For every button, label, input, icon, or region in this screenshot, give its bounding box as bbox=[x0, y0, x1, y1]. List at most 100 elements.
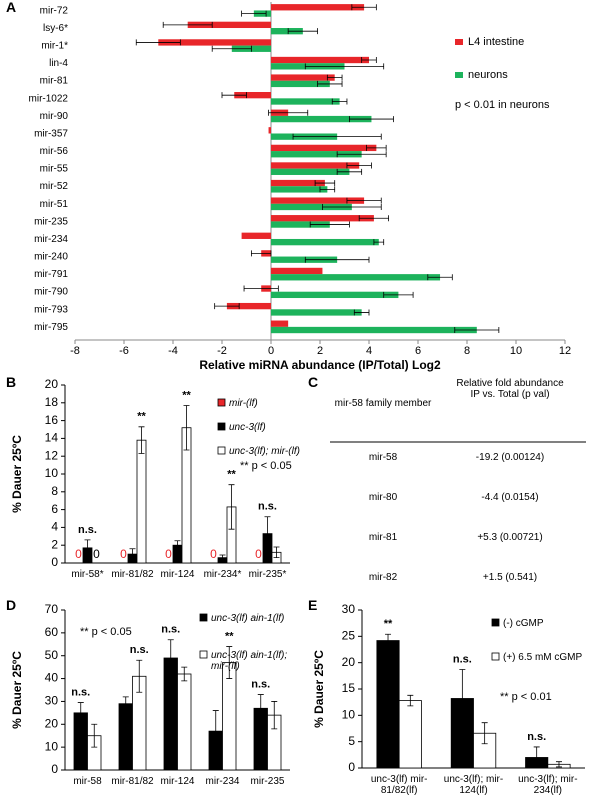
bar bbox=[271, 326, 477, 334]
y-tick-label: 0 bbox=[51, 555, 58, 569]
legend-swatch bbox=[199, 613, 208, 622]
bar bbox=[271, 74, 335, 81]
y-tick-label: 10 bbox=[45, 739, 59, 753]
legend-swatch bbox=[455, 72, 463, 78]
significance-label: ** bbox=[384, 618, 393, 630]
error-bar bbox=[241, 10, 267, 17]
bar bbox=[271, 144, 377, 152]
value-label: 0 bbox=[75, 547, 82, 561]
y-axis-label: % Dauer 25ºC bbox=[312, 650, 326, 728]
legend-swatch bbox=[491, 652, 500, 661]
error-bar bbox=[349, 116, 394, 123]
x-tick-label: 8 bbox=[464, 345, 470, 357]
x-tick-label: -8 bbox=[70, 345, 80, 357]
bar bbox=[398, 700, 422, 769]
category-label: mir-240 bbox=[34, 252, 68, 263]
significance-label: n.s. bbox=[453, 653, 472, 665]
error-bar bbox=[138, 426, 145, 454]
category-label: unc-3(lf); mir-124(lf) bbox=[443, 774, 504, 796]
error-bar bbox=[122, 696, 129, 711]
significance-label: n.s. bbox=[78, 524, 97, 536]
significance-label: ** bbox=[137, 411, 146, 423]
y-tick-label: 6 bbox=[51, 502, 58, 516]
bar bbox=[271, 56, 369, 64]
y-tick-label: 50 bbox=[45, 648, 59, 662]
category-label: mir-58 bbox=[73, 776, 102, 787]
table-cell: +5.3 (0.00721) bbox=[477, 532, 543, 543]
error-bar bbox=[319, 186, 336, 193]
error-bar bbox=[309, 221, 350, 228]
table-cell: mir-82 bbox=[368, 572, 398, 583]
significance-label: n.s. bbox=[258, 501, 277, 513]
bar bbox=[268, 127, 271, 134]
x-tick-label: 6 bbox=[415, 345, 421, 357]
legend-label: neurons bbox=[468, 69, 508, 81]
bar bbox=[271, 28, 303, 35]
error-bar bbox=[287, 28, 318, 35]
y-tick-label: 20 bbox=[342, 655, 356, 669]
legend-label: L4 intestine bbox=[468, 36, 524, 48]
error-bar bbox=[136, 659, 143, 693]
y-tick-label: 25 bbox=[342, 629, 356, 643]
y-tick-label: 0 bbox=[348, 760, 355, 774]
error-bar bbox=[162, 21, 213, 28]
y-tick-label: 18 bbox=[45, 395, 59, 409]
bar bbox=[271, 4, 365, 11]
table-cell: -19.2 (0.00124) bbox=[475, 452, 545, 463]
x-tick-label: 4 bbox=[366, 345, 372, 357]
error-bar bbox=[183, 405, 190, 451]
bar bbox=[271, 151, 362, 158]
legend-swatch bbox=[217, 446, 226, 455]
legend-label: (-) cGMP bbox=[503, 618, 544, 629]
category-label: mir-234* bbox=[203, 569, 242, 580]
legend-label: unc-3(lf) bbox=[229, 422, 266, 433]
error-bar bbox=[264, 516, 271, 551]
category-label: mir-235 bbox=[250, 776, 285, 787]
category-label: mir-234 bbox=[205, 776, 240, 787]
error-bar bbox=[555, 761, 562, 768]
category-label: mir-81/82 bbox=[111, 776, 154, 787]
category-label: mir-124 bbox=[160, 569, 195, 580]
error-bar bbox=[292, 133, 382, 140]
annotation: ** p < 0.01 bbox=[500, 691, 552, 703]
error-bar bbox=[135, 39, 181, 46]
x-tick-label: 10 bbox=[510, 345, 522, 357]
legend-swatch bbox=[199, 650, 208, 659]
error-bar bbox=[212, 710, 219, 753]
y-axis-label: % Dauer 25ºC bbox=[10, 435, 24, 513]
bar bbox=[136, 439, 147, 564]
error-bar bbox=[243, 285, 279, 292]
error-bar bbox=[304, 256, 370, 263]
bar bbox=[271, 179, 325, 187]
significance-label: n.s. bbox=[130, 644, 149, 656]
bar bbox=[271, 115, 372, 123]
table-header: Relative fold abundance IP vs. Total (p … bbox=[456, 378, 564, 400]
y-tick-label: 10 bbox=[342, 708, 356, 722]
annotation: ** p < 0.05 bbox=[240, 460, 292, 472]
bar bbox=[271, 221, 330, 228]
legend-swatch bbox=[491, 618, 500, 627]
y-tick-label: 14 bbox=[45, 431, 59, 445]
error-bar bbox=[353, 309, 370, 316]
table-cell: +1.5 (0.541) bbox=[482, 572, 538, 583]
error-bar bbox=[271, 701, 278, 730]
category-label: mir-791 bbox=[34, 269, 68, 280]
legend-swatch bbox=[455, 39, 463, 45]
category-label: mir-52 bbox=[40, 181, 69, 192]
category-label: mir-51 bbox=[40, 199, 69, 210]
y-tick-label: 0 bbox=[51, 762, 58, 776]
y-axis-label: % Dauer 25ºC bbox=[10, 651, 24, 729]
annotation: ** p < 0.05 bbox=[80, 626, 132, 638]
y-tick-label: 5 bbox=[348, 734, 355, 748]
value-label: 0 bbox=[210, 547, 217, 561]
x-tick-label: 0 bbox=[268, 345, 274, 357]
significance-label: ** bbox=[225, 630, 234, 642]
y-tick-label: 2 bbox=[51, 537, 58, 551]
panel-letter: C bbox=[308, 374, 319, 390]
category-label: mir-72 bbox=[40, 5, 69, 16]
significance-label: ** bbox=[227, 469, 236, 481]
y-tick-label: 15 bbox=[342, 681, 356, 695]
error-bar bbox=[314, 180, 336, 187]
table-cell: -4.4 (0.0154) bbox=[481, 492, 539, 503]
category-label: mir-58* bbox=[71, 569, 104, 580]
